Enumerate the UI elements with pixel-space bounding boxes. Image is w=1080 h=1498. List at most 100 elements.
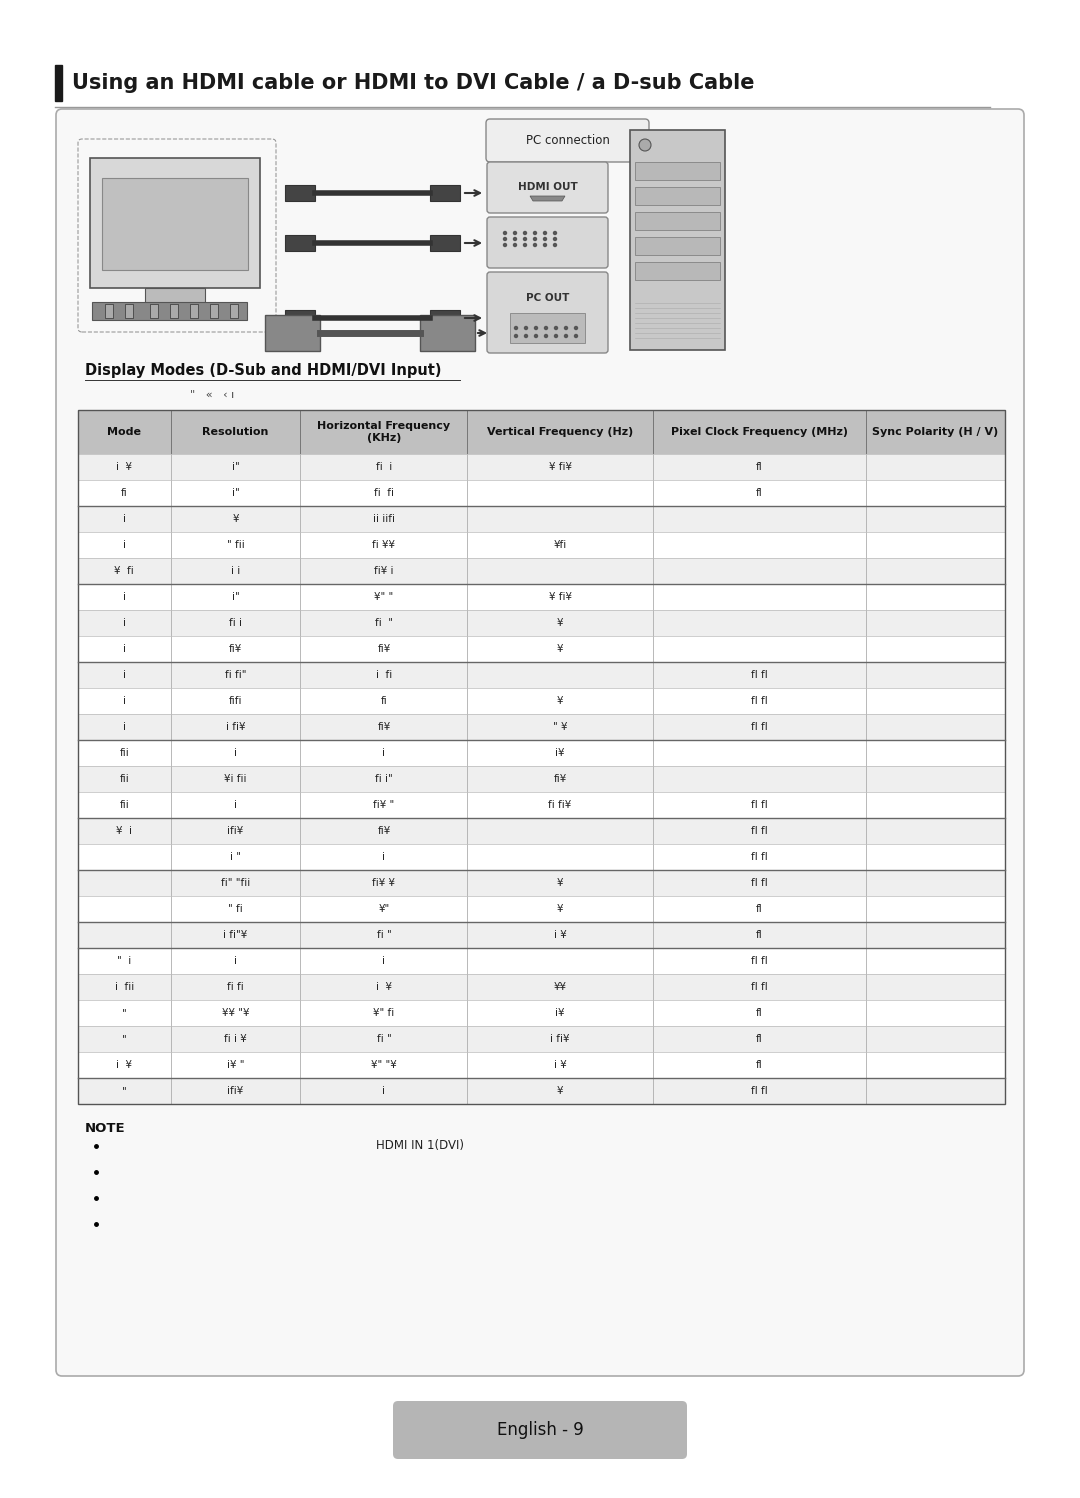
- Text: i  ¥: i ¥: [117, 461, 133, 472]
- Circle shape: [544, 334, 548, 337]
- Bar: [635, 213, 720, 231]
- Bar: [652, 818, 866, 843]
- Bar: [210, 304, 218, 318]
- Circle shape: [554, 232, 556, 235]
- Bar: [78, 740, 171, 765]
- Bar: [866, 610, 1005, 637]
- Text: i: i: [123, 539, 126, 550]
- Text: i ¥: i ¥: [554, 1061, 566, 1070]
- Bar: [468, 765, 652, 792]
- Bar: [300, 843, 468, 870]
- Text: i fi¥: i fi¥: [226, 722, 245, 733]
- Text: ¥¥ "¥: ¥¥ "¥: [221, 1008, 249, 1019]
- Circle shape: [544, 327, 548, 330]
- Bar: [78, 974, 171, 1001]
- Text: fl fl: fl fl: [751, 722, 768, 733]
- Circle shape: [514, 334, 517, 337]
- Circle shape: [513, 238, 516, 241]
- Text: ¥: ¥: [557, 903, 564, 914]
- Bar: [78, 410, 171, 454]
- Circle shape: [535, 334, 538, 337]
- Bar: [468, 688, 652, 715]
- Bar: [866, 506, 1005, 532]
- Bar: [78, 896, 171, 921]
- Bar: [652, 948, 866, 974]
- Bar: [300, 948, 468, 974]
- Bar: [510, 313, 585, 343]
- Text: i": i": [232, 461, 240, 472]
- Bar: [171, 974, 300, 1001]
- Text: fl fl: fl fl: [751, 878, 768, 888]
- Text: ¥  fi: ¥ fi: [114, 566, 134, 577]
- Bar: [652, 1052, 866, 1079]
- Bar: [468, 818, 652, 843]
- Bar: [866, 715, 1005, 740]
- Text: ¥i fii: ¥i fii: [225, 774, 247, 783]
- Text: ifi¥: ifi¥: [228, 1086, 244, 1097]
- Circle shape: [554, 327, 557, 330]
- Bar: [468, 948, 652, 974]
- Bar: [468, 921, 652, 948]
- Bar: [652, 715, 866, 740]
- Text: fl fl: fl fl: [751, 983, 768, 992]
- Text: i¥ ": i¥ ": [227, 1061, 244, 1070]
- Text: fi¥ ¥: fi¥ ¥: [373, 878, 395, 888]
- Bar: [652, 740, 866, 765]
- Bar: [635, 237, 720, 255]
- Text: fi" "fii: fi" "fii: [221, 878, 251, 888]
- Bar: [652, 1079, 866, 1104]
- Bar: [652, 662, 866, 688]
- FancyBboxPatch shape: [486, 118, 649, 162]
- Bar: [171, 479, 300, 506]
- Text: fi¥: fi¥: [377, 722, 391, 733]
- Bar: [300, 1079, 468, 1104]
- Bar: [468, 792, 652, 818]
- Bar: [300, 557, 468, 584]
- Text: fl: fl: [756, 903, 762, 914]
- Text: ": ": [122, 1086, 126, 1097]
- Text: fi fi¥: fi fi¥: [549, 800, 571, 810]
- Text: i: i: [123, 670, 126, 680]
- Bar: [78, 410, 1005, 1104]
- Circle shape: [565, 334, 567, 337]
- Text: i: i: [382, 956, 386, 966]
- Bar: [170, 304, 178, 318]
- Bar: [468, 896, 652, 921]
- Text: ¥: ¥: [232, 514, 239, 524]
- Text: ¥  i: ¥ i: [117, 825, 133, 836]
- Bar: [300, 506, 468, 532]
- Text: i: i: [123, 722, 126, 733]
- Bar: [78, 948, 1005, 974]
- Bar: [468, 410, 652, 454]
- Bar: [171, 454, 300, 479]
- Bar: [78, 715, 1005, 740]
- Bar: [78, 479, 171, 506]
- Text: English - 9: English - 9: [497, 1422, 583, 1440]
- Circle shape: [554, 244, 556, 247]
- Bar: [866, 921, 1005, 948]
- Bar: [78, 1079, 171, 1104]
- Circle shape: [554, 238, 556, 241]
- Bar: [78, 1001, 1005, 1026]
- Text: "   «   ‹ ı: " « ‹ ı: [190, 389, 234, 400]
- Bar: [78, 557, 171, 584]
- Bar: [300, 584, 468, 610]
- Bar: [468, 454, 652, 479]
- Bar: [285, 310, 315, 327]
- Bar: [78, 454, 171, 479]
- Bar: [468, 532, 652, 557]
- Bar: [635, 162, 720, 180]
- Text: PC connection: PC connection: [526, 135, 610, 147]
- Text: fl: fl: [756, 488, 762, 497]
- Bar: [78, 584, 1005, 610]
- Text: ¥: ¥: [557, 619, 564, 628]
- Bar: [630, 130, 725, 351]
- Circle shape: [575, 334, 578, 337]
- Circle shape: [503, 244, 507, 247]
- Bar: [78, 765, 171, 792]
- Bar: [78, 715, 171, 740]
- Text: Horizontal Frequency
(KHz): Horizontal Frequency (KHz): [318, 421, 450, 443]
- Bar: [105, 304, 113, 318]
- Bar: [78, 506, 171, 532]
- Bar: [92, 303, 247, 321]
